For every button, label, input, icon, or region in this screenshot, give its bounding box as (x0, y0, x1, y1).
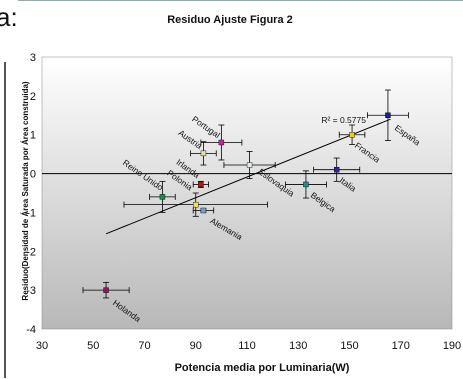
residual-scatter-chart: Residuo Ajuste Figura 2 -4 -3 -2 -1 0 1 2 3 30 5… (21, 14, 461, 374)
x-tick-label: 110 (238, 340, 256, 352)
point-marker (385, 112, 391, 118)
y-tick-labels: -4 -3 -2 -1 0 1 2 3 (26, 52, 36, 336)
y-axis-title: Residuo(Densidad de Área Saturada por Ár… (21, 81, 30, 300)
point-marker (200, 150, 207, 157)
y-tick-label: -1 (26, 207, 36, 219)
chart-frame: Residuo Ajuste Figura 2 -4 -3 -2 -1 0 1 2 3 30 5… (18, 0, 463, 379)
y-tick-label: -4 (26, 324, 36, 336)
x-tick-label: 90 (190, 340, 202, 352)
x-tick-label: 150 (340, 340, 358, 352)
point-marker (349, 132, 355, 138)
side-divider (4, 62, 6, 378)
x-axis-title: Potencia media por Luminaria(W) (175, 362, 350, 374)
y-tick-label: 3 (30, 52, 36, 64)
x-tick-label: 190 (443, 340, 461, 352)
cut-off-caption-text: a: (0, 2, 18, 32)
x-tick-label: 130 (289, 340, 307, 352)
x-tick-label: 30 (36, 340, 48, 352)
y-tick-label: -2 (26, 246, 36, 258)
y-tick-label: 2 (30, 91, 36, 103)
x-tick-labels: 30 50 70 90 110 130 150 170 190 (36, 340, 461, 352)
trend-line (105, 118, 391, 235)
y-tick-label: 1 (30, 130, 36, 142)
plot-area (41, 56, 453, 330)
point-marker (218, 139, 225, 146)
y-tick-label: 0 (30, 169, 36, 181)
chart-title: Residuo Ajuste Figura 2 (167, 14, 293, 26)
point-marker (103, 287, 109, 293)
y-tick-label: -3 (26, 285, 36, 297)
point-marker (200, 207, 207, 214)
point-marker (193, 201, 199, 208)
point-marker (159, 194, 166, 200)
point-marker (246, 162, 253, 168)
point-marker (333, 166, 340, 173)
x-tick-label: 50 (87, 340, 99, 352)
x-tick-label: 170 (392, 340, 410, 352)
r-squared-label: R² = 0.5775 (321, 115, 366, 125)
point-marker (198, 181, 204, 188)
point-marker (303, 181, 309, 188)
x-tick-label: 70 (138, 340, 150, 352)
